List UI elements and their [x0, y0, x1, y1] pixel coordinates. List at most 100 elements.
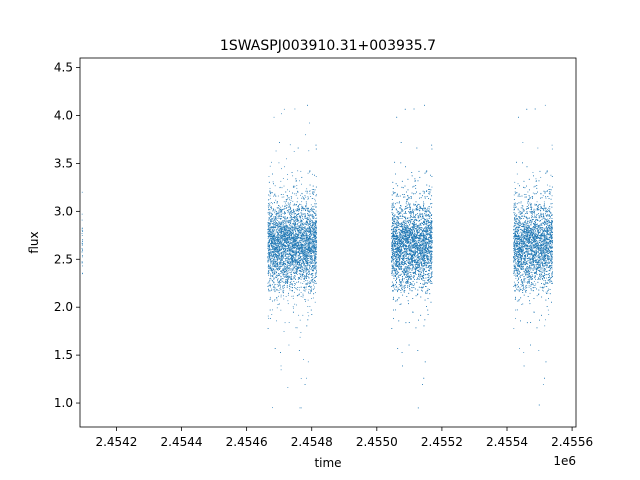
data-point — [304, 384, 306, 385]
data-point — [313, 254, 315, 256]
data-point — [315, 206, 317, 208]
data-point — [298, 233, 300, 235]
data-point — [289, 260, 291, 262]
data-point — [277, 279, 279, 280]
data-point — [268, 240, 270, 241]
data-point — [268, 231, 270, 233]
data-point — [278, 234, 280, 235]
data-point — [285, 208, 287, 209]
data-point — [274, 255, 276, 257]
data-point — [279, 217, 281, 219]
data-point — [308, 210, 310, 212]
data-point — [284, 213, 286, 214]
data-point — [279, 224, 281, 225]
data-point — [295, 209, 297, 211]
data-point — [293, 250, 295, 252]
data-point — [313, 210, 314, 212]
data-point — [311, 273, 313, 275]
data-point — [313, 251, 315, 253]
data-point — [280, 248, 282, 250]
data-point — [281, 236, 282, 238]
data-point — [287, 244, 289, 245]
data-point — [297, 258, 299, 260]
data-point — [302, 258, 304, 260]
data-point — [303, 229, 305, 231]
data-point — [296, 268, 298, 270]
data-point — [297, 220, 299, 222]
data-point — [284, 221, 286, 223]
data-point — [277, 265, 279, 267]
data-point — [293, 247, 295, 249]
data-point — [314, 251, 316, 252]
data-point — [294, 247, 295, 249]
data-point — [276, 259, 278, 261]
data-point — [278, 210, 280, 212]
data-point — [279, 208, 280, 210]
data-point — [308, 226, 310, 227]
data-point — [302, 197, 304, 199]
data-point — [310, 230, 312, 232]
data-point — [284, 239, 285, 241]
data-point — [281, 272, 283, 274]
data-point — [311, 225, 313, 226]
data-point — [303, 264, 305, 266]
data-point — [298, 314, 300, 316]
data-point — [268, 245, 270, 246]
data-point — [274, 291, 276, 293]
data-point — [303, 261, 305, 263]
data-point — [293, 229, 295, 231]
data-point — [285, 248, 286, 250]
data-point — [289, 220, 291, 222]
data-point — [305, 300, 306, 302]
data-point — [313, 248, 315, 250]
data-point — [289, 252, 291, 254]
data-point — [271, 213, 272, 214]
data-point — [292, 241, 294, 243]
data-point — [276, 239, 278, 241]
data-point — [297, 242, 298, 244]
data-point — [314, 227, 316, 229]
data-point — [282, 271, 284, 273]
data-point — [315, 274, 317, 276]
data-point — [304, 259, 306, 261]
data-point — [309, 171, 310, 173]
data-point — [296, 242, 298, 244]
data-point — [280, 369, 282, 371]
data-point — [313, 267, 315, 269]
data-point — [299, 216, 300, 217]
data-point — [289, 208, 291, 210]
data-point — [275, 256, 277, 257]
data-point — [294, 275, 296, 277]
data-point — [286, 281, 288, 283]
data-point — [308, 218, 310, 220]
data-point — [311, 253, 312, 255]
data-point — [283, 229, 285, 231]
data-point — [289, 268, 291, 270]
data-point — [311, 238, 313, 240]
data-point — [298, 294, 300, 296]
data-point — [301, 250, 303, 252]
data-point — [299, 259, 301, 261]
data-point — [309, 265, 310, 267]
data-point — [307, 319, 309, 321]
data-point — [311, 268, 313, 270]
data-point — [308, 247, 310, 249]
data-point — [280, 261, 282, 263]
data-point — [290, 196, 292, 197]
data-point — [306, 252, 308, 254]
data-point — [292, 250, 294, 252]
data-point — [280, 352, 281, 353]
data-point — [280, 258, 282, 260]
data-point — [314, 198, 316, 200]
data-point — [287, 212, 289, 214]
data-point — [315, 275, 317, 277]
data-point — [312, 227, 314, 229]
data-point — [298, 287, 300, 288]
data-point — [286, 282, 288, 283]
data-point — [282, 231, 284, 232]
data-point — [287, 238, 289, 240]
data-point — [304, 208, 306, 210]
data-point — [308, 242, 310, 244]
data-point — [286, 260, 288, 262]
data-point — [306, 238, 307, 240]
